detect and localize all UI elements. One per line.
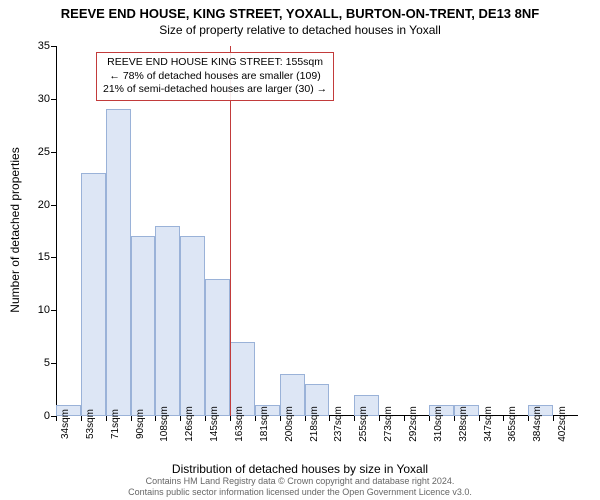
footer-attribution: Contains HM Land Registry data © Crown c… (0, 476, 600, 498)
xtick-mark (280, 416, 281, 421)
xtick-label: 328sqm (458, 406, 469, 442)
xtick-mark (230, 416, 231, 421)
histogram-bar (131, 236, 156, 416)
reference-line (230, 46, 231, 416)
annotation-line: ← 78% of detached houses are smaller (10… (103, 70, 327, 84)
xtick-label: 218sqm (309, 406, 320, 442)
xtick-label: 163sqm (234, 406, 245, 442)
xtick-mark (404, 416, 405, 421)
annotation-box: REEVE END HOUSE KING STREET: 155sqm← 78%… (96, 52, 334, 101)
chart-container: REEVE END HOUSE, KING STREET, YOXALL, BU… (0, 0, 600, 500)
xtick-mark (106, 416, 107, 421)
xtick-label: 200sqm (284, 406, 295, 442)
ytick-mark (51, 46, 56, 47)
y-axis-label: Number of detached properties (8, 147, 22, 312)
ytick-mark (51, 99, 56, 100)
xtick-label: 365sqm (507, 406, 518, 442)
histogram-bar (205, 279, 230, 416)
xtick-mark (81, 416, 82, 421)
xtick-mark (305, 416, 306, 421)
annotation-line: 21% of semi-detached houses are larger (… (103, 83, 327, 97)
xtick-label: 34sqm (60, 409, 71, 439)
histogram-bar (230, 342, 255, 416)
ytick-label: 25 (30, 146, 50, 158)
ytick-label: 10 (30, 304, 50, 316)
plot-area: REEVE END HOUSE KING STREET: 155sqm← 78%… (56, 46, 578, 416)
xtick-mark (528, 416, 529, 421)
ytick-mark (51, 310, 56, 311)
chart-subtitle: Size of property relative to detached ho… (0, 21, 600, 39)
ytick-mark (51, 363, 56, 364)
xtick-mark (454, 416, 455, 421)
xtick-mark (479, 416, 480, 421)
xtick-label: 310sqm (433, 406, 444, 442)
xtick-mark (354, 416, 355, 421)
ytick-mark (51, 152, 56, 153)
xtick-label: 292sqm (408, 406, 419, 442)
xtick-mark (131, 416, 132, 421)
xtick-mark (180, 416, 181, 421)
histogram-bar (155, 226, 180, 416)
ytick-label: 35 (30, 40, 50, 52)
xtick-mark (155, 416, 156, 421)
xtick-label: 145sqm (209, 406, 220, 442)
chart-title: REEVE END HOUSE, KING STREET, YOXALL, BU… (0, 0, 600, 21)
xtick-label: 402sqm (557, 406, 568, 442)
xtick-label: 53sqm (85, 409, 96, 439)
ytick-label: 15 (30, 251, 50, 263)
ytick-label: 20 (30, 199, 50, 211)
footer-line1: Contains HM Land Registry data © Crown c… (0, 476, 600, 487)
x-axis-label: Distribution of detached houses by size … (0, 462, 600, 476)
xtick-label: 90sqm (135, 409, 146, 439)
xtick-mark (329, 416, 330, 421)
xtick-label: 347sqm (483, 406, 494, 442)
xtick-mark (503, 416, 504, 421)
xtick-label: 255sqm (358, 406, 369, 442)
xtick-label: 237sqm (333, 406, 344, 442)
xtick-mark (429, 416, 430, 421)
ytick-label: 30 (30, 93, 50, 105)
xtick-label: 181sqm (259, 406, 270, 442)
xtick-mark (255, 416, 256, 421)
xtick-mark (379, 416, 380, 421)
xtick-mark (205, 416, 206, 421)
ytick-label: 0 (30, 410, 50, 422)
ytick-mark (51, 257, 56, 258)
histogram-bar (81, 173, 106, 416)
xtick-label: 384sqm (532, 406, 543, 442)
annotation-line: REEVE END HOUSE KING STREET: 155sqm (103, 56, 327, 70)
xtick-label: 71sqm (110, 409, 121, 439)
histogram-bar (180, 236, 205, 416)
xtick-label: 108sqm (159, 406, 170, 442)
footer-line2: Contains public sector information licen… (0, 487, 600, 498)
xtick-mark (553, 416, 554, 421)
xtick-mark (56, 416, 57, 421)
ytick-mark (51, 205, 56, 206)
xtick-label: 126sqm (184, 406, 195, 442)
ytick-label: 5 (30, 357, 50, 369)
xtick-label: 273sqm (383, 406, 394, 442)
histogram-bar (106, 109, 131, 416)
